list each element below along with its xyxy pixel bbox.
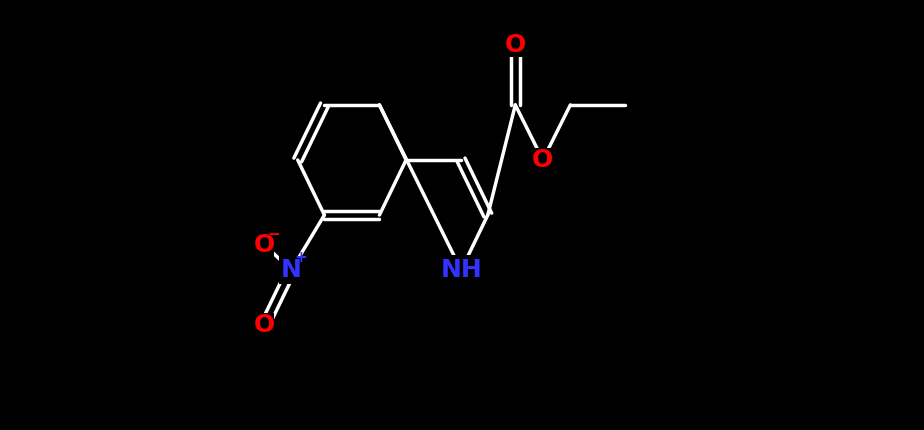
Text: O: O [532,148,553,172]
Bar [255,313,274,337]
Text: +: + [295,250,307,264]
Bar [505,33,525,57]
Bar [279,256,303,284]
Text: NH: NH [440,258,482,282]
Text: O: O [254,233,275,257]
Text: −: − [268,227,281,242]
Bar [446,255,476,285]
Bar [533,148,553,172]
Text: N: N [281,258,302,282]
Text: O: O [505,33,526,57]
Text: O: O [254,313,275,337]
Bar [255,233,274,257]
